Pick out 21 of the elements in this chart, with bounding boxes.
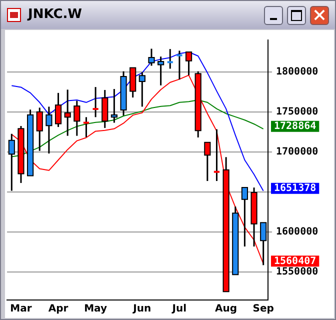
candlestick [176, 50, 182, 80]
candlestick [214, 128, 220, 182]
x-tick-label: Apr [48, 304, 68, 315]
candlestick [92, 86, 98, 118]
x-tick-label: Jun [132, 304, 152, 315]
candlestick [167, 48, 173, 70]
y-tick-label: 1600000 [276, 226, 318, 238]
x-tick-label: Jul [171, 304, 187, 315]
chart-title: JNKC.W [28, 7, 82, 22]
y-tick-label: 1550000 [276, 266, 318, 278]
x-tick-label: May [84, 304, 108, 315]
x-tick-label: Mar [10, 304, 32, 315]
candlestick [83, 116, 90, 138]
data-label: 1728864 [274, 121, 316, 132]
y-tick-label: 1700000 [276, 146, 318, 158]
data-label: 1651378 [274, 182, 316, 194]
x-tick-label: Sep [252, 304, 274, 315]
y-tick-label: 1750000 [276, 106, 318, 118]
x-tick-label: Aug [215, 304, 238, 315]
data-label: 1560407 [274, 256, 316, 267]
y-tick-label: 1800000 [276, 66, 318, 78]
